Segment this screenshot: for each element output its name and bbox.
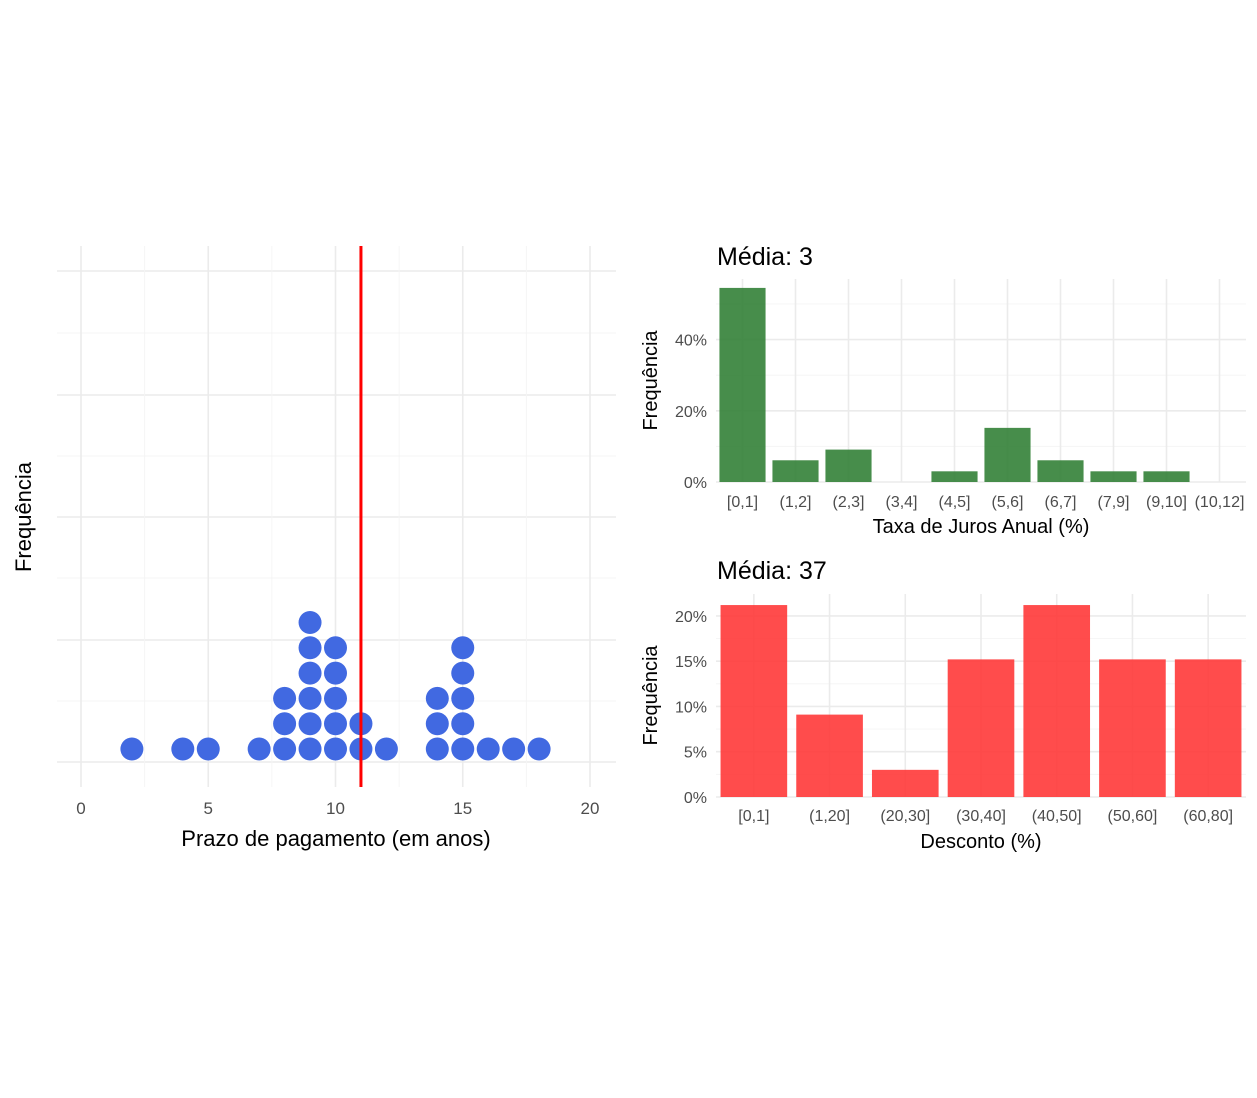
x-tick-label: (30,40] — [956, 808, 1006, 825]
juros-panel: 0% 20% 40% [0,1] (1,2] (2,3] (3,4] (4,5] (5,6] (6… — [640, 243, 1246, 538]
x-tick-label: (3,4] — [885, 494, 917, 511]
x-tick-label: (5,6] — [991, 494, 1023, 511]
dot — [273, 737, 297, 761]
x-tick-label: [0,1] — [738, 808, 769, 825]
dotplot-panel: 0 5 10 15 20 Prazo de pagamento (em anos) Freq… — [11, 246, 616, 851]
dot — [451, 686, 475, 710]
x-tick-label: (50,60] — [1108, 808, 1158, 825]
x-axis-title: Desconto (%) — [920, 831, 1041, 853]
dot — [374, 737, 398, 761]
x-tick-label: 5 — [204, 799, 213, 818]
x-tick-label: (40,50] — [1032, 808, 1082, 825]
dot — [298, 611, 322, 634]
bar — [719, 287, 766, 482]
dot — [298, 712, 322, 736]
dot — [196, 737, 220, 761]
dot — [324, 712, 347, 736]
dot — [425, 737, 449, 761]
x-tick-label: (1,2] — [779, 494, 811, 511]
bar — [825, 449, 872, 482]
y-tick-label: 15% — [675, 654, 707, 671]
x-tick-label: 10 — [326, 799, 345, 818]
x-tick-label: (1,20] — [809, 808, 850, 825]
y-tick-label: 20% — [675, 609, 707, 626]
bar — [1143, 471, 1190, 482]
x-tick-label: (60,80] — [1183, 808, 1233, 825]
dot — [527, 737, 551, 761]
bar — [931, 471, 978, 482]
y-axis-title: Frequência — [640, 330, 662, 431]
dot — [324, 686, 347, 710]
dot — [451, 636, 475, 660]
x-tick-label: (4,5] — [938, 494, 970, 511]
dot — [476, 737, 500, 761]
dot — [425, 686, 449, 710]
bar — [1090, 471, 1137, 482]
dot — [298, 686, 322, 710]
dot — [502, 737, 526, 761]
desconto-panel: 0% 5% 10% 15% 20% [0,1] (1,20] (20,30] (30,40] (4… — [640, 557, 1246, 853]
bar — [1099, 659, 1166, 797]
bar — [1174, 659, 1242, 797]
y-axis-title: Frequência — [11, 461, 36, 572]
y-axis-title: Frequência — [640, 645, 662, 746]
bar — [720, 605, 788, 797]
x-tick-label: [0,1] — [727, 494, 758, 511]
y-tick-label: 0% — [684, 475, 707, 492]
dot — [451, 661, 475, 685]
panel-title: Média: 37 — [717, 557, 827, 585]
x-tick-label: (9,10] — [1146, 494, 1187, 511]
dot — [451, 737, 475, 761]
y-tick-label: 5% — [684, 745, 707, 762]
dot — [171, 737, 195, 761]
x-tick-label: (10,12] — [1195, 494, 1245, 511]
x-tick-label: 0 — [76, 799, 85, 818]
dot — [425, 712, 449, 736]
y-tick-label: 10% — [675, 699, 707, 716]
x-tick-label: (20,30] — [880, 808, 930, 825]
dot — [120, 737, 144, 761]
dot — [273, 712, 297, 736]
x-tick-label: (2,3] — [832, 494, 864, 511]
dot — [324, 737, 347, 761]
dot — [298, 636, 322, 660]
dot — [298, 661, 322, 685]
y-tick-label: 20% — [675, 404, 707, 421]
dot — [247, 737, 271, 761]
dot — [298, 737, 322, 761]
dot — [324, 661, 347, 685]
y-tick-label: 40% — [675, 333, 707, 350]
x-tick-label: (6,7] — [1044, 494, 1076, 511]
panel-title: Média: 3 — [717, 243, 813, 271]
x-tick-label: (7,9] — [1097, 494, 1129, 511]
dot — [324, 636, 347, 660]
dot — [273, 686, 297, 710]
bar — [1023, 605, 1091, 797]
y-tick-label: 0% — [684, 790, 707, 807]
x-axis-title: Taxa de Juros Anual (%) — [873, 516, 1090, 538]
bar — [984, 427, 1031, 482]
bar — [871, 769, 939, 797]
dot — [451, 712, 475, 736]
x-tick-label: 20 — [581, 799, 600, 818]
bar — [796, 714, 863, 797]
x-tick-label: 15 — [453, 799, 472, 818]
bar — [947, 659, 1015, 797]
x-axis-title: Prazo de pagamento (em anos) — [181, 826, 490, 851]
bar — [1037, 460, 1084, 482]
bar — [772, 460, 819, 482]
